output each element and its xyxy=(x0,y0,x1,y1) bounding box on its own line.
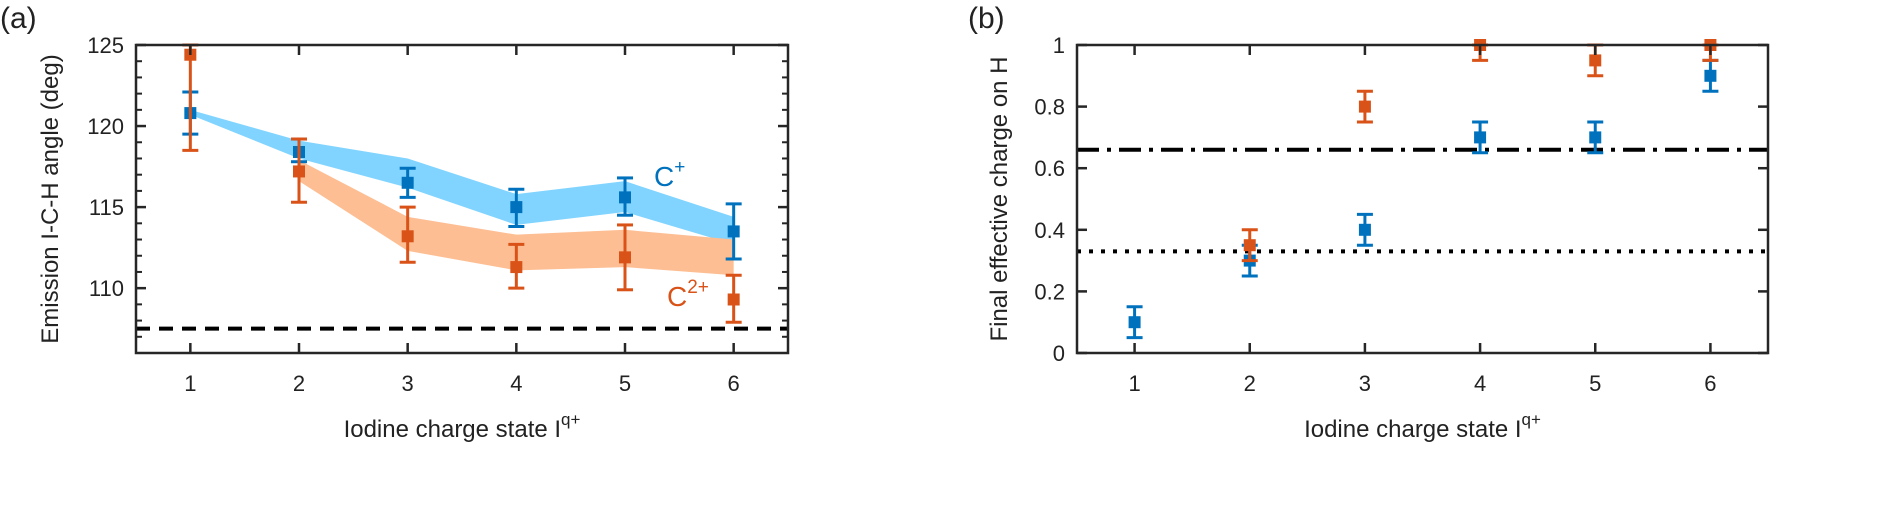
data-point xyxy=(1358,223,1371,236)
data-point xyxy=(293,165,305,178)
panel-b-plot: 1 2 3 4 5 6 0 0.2 0.4 0.6 0.8 1 Iodine charge state … xyxy=(986,33,1770,443)
y-tick-label: 0.8 xyxy=(1034,95,1065,120)
y-axis-label: Final effective charge on H xyxy=(986,56,1013,341)
x-axis-label-superscript: q+ xyxy=(561,410,580,429)
x-tick-label: 5 xyxy=(619,371,631,396)
y-tick-label: 120 xyxy=(87,114,124,139)
data-point xyxy=(510,261,523,274)
uncertainty-band-0 xyxy=(190,109,734,245)
data-point xyxy=(1589,131,1602,144)
series-label-superscript: 2+ xyxy=(687,277,709,298)
data-point xyxy=(1474,131,1487,144)
data-point xyxy=(1704,69,1717,82)
series-label: C+ xyxy=(654,157,685,192)
y-tick-label: 0.6 xyxy=(1034,156,1065,181)
panel-a-plot: 1 2 3 4 5 6 110 115 120 125 Iodine charge state Iq… xyxy=(37,33,790,443)
x-tick-label: 1 xyxy=(1128,371,1140,396)
series-label-text: C xyxy=(667,281,687,312)
data-point xyxy=(1589,54,1602,67)
y-tick-label: 1 xyxy=(1053,33,1065,58)
data-point xyxy=(619,251,631,264)
panel-a-label: (a) xyxy=(0,2,37,35)
x-axis-label: Iodine charge state Iq+ xyxy=(344,410,581,443)
panel-b-label: (b) xyxy=(968,2,1005,35)
x-tick-label: 4 xyxy=(1474,371,1486,396)
x-tick-label: 2 xyxy=(1244,371,1256,396)
data-point xyxy=(510,201,523,214)
series-label: C2+ xyxy=(667,277,709,312)
x-tick-label: 2 xyxy=(293,371,305,396)
data-point xyxy=(619,191,631,204)
x-axis-label-text: Iodine charge state I xyxy=(1304,416,1521,443)
y-tick-label: 0 xyxy=(1053,341,1065,366)
series-label-text: C xyxy=(654,161,674,192)
x-tick-label: 3 xyxy=(1359,371,1371,396)
axes-box xyxy=(134,43,790,355)
y-axis-label: Emission I-C-H angle (deg) xyxy=(37,54,64,343)
data-point xyxy=(1358,100,1371,113)
y-tick-label: 125 xyxy=(87,33,124,58)
y-tick-label: 0.4 xyxy=(1034,218,1065,243)
data-point xyxy=(1128,316,1141,329)
x-axis-label: Iodine charge state Iq+ xyxy=(1304,410,1541,443)
y-tick-label: 0.2 xyxy=(1034,279,1065,304)
x-tick-label: 6 xyxy=(1704,371,1716,396)
x-tick-label: 5 xyxy=(1589,371,1601,396)
axes-box xyxy=(1075,43,1770,355)
x-tick-label: 1 xyxy=(184,371,196,396)
series-label-superscript: + xyxy=(674,157,685,178)
x-tick-label: 3 xyxy=(402,371,414,396)
x-tick-label: 4 xyxy=(510,371,522,396)
y-tick-label: 115 xyxy=(89,195,124,220)
data-point xyxy=(727,293,740,306)
data-point xyxy=(727,225,740,238)
data-point xyxy=(401,176,414,189)
data-point xyxy=(401,230,414,243)
x-axis-label-superscript: q+ xyxy=(1522,410,1541,429)
x-tick-label: 6 xyxy=(728,371,740,396)
y-tick-label: 110 xyxy=(89,276,124,301)
x-axis-label-text: Iodine charge state I xyxy=(344,416,561,443)
data-point xyxy=(1243,239,1256,252)
